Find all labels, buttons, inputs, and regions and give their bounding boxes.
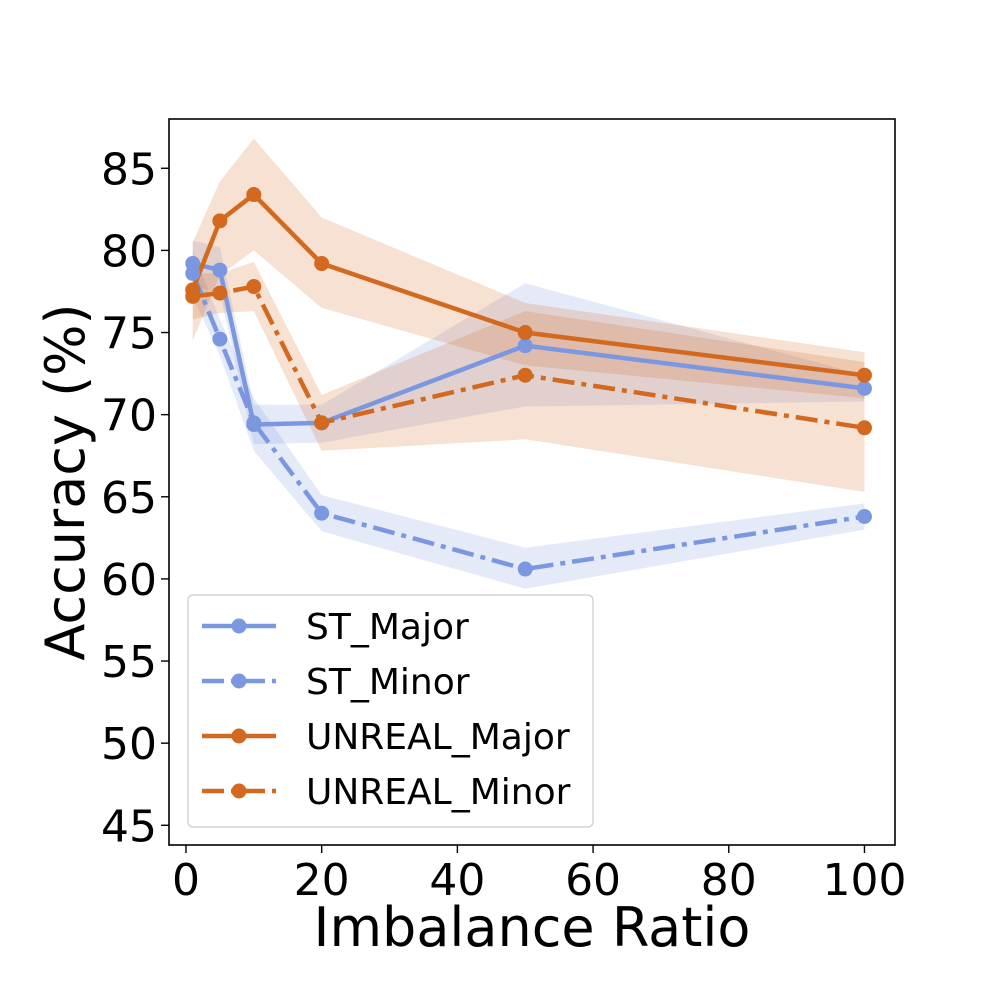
x-tick-label: 100 bbox=[822, 855, 906, 906]
plot-frame bbox=[168, 118, 896, 846]
x-tick-label: 80 bbox=[701, 855, 757, 906]
y-tick-label: 45 bbox=[101, 801, 157, 852]
point-st-major bbox=[856, 380, 872, 396]
point-unreal-minor bbox=[517, 367, 533, 383]
line-unreal-major bbox=[190, 192, 865, 378]
legend-label: UNREAL_Major bbox=[306, 717, 570, 758]
legend-label: UNREAL_Minor bbox=[306, 772, 571, 813]
point-st-minor bbox=[314, 505, 330, 521]
legend-marker bbox=[231, 783, 247, 799]
y-tick-label: 55 bbox=[101, 637, 157, 688]
point-st-minor bbox=[517, 561, 533, 577]
legend-marker bbox=[231, 618, 247, 634]
point-unreal-major bbox=[314, 256, 330, 272]
x-tick-label: 60 bbox=[565, 855, 621, 906]
point-st-minor bbox=[246, 415, 262, 431]
legend: ST_Major ST_Minor UNREAL_Major UNREAL_Minor bbox=[187, 594, 594, 828]
point-unreal-minor bbox=[246, 279, 262, 295]
y-tick-label: 85 bbox=[101, 144, 157, 195]
x-tick-label: 40 bbox=[429, 855, 485, 906]
point-st-minor bbox=[185, 265, 201, 281]
y-tick-label: 80 bbox=[101, 226, 157, 277]
line-st-minor bbox=[190, 272, 865, 572]
x-tick-label: 0 bbox=[172, 855, 200, 906]
axes: 0 20 40 60 80 100 45 50 55 60 65 70 75 80 85 Imbalance … bbox=[34, 118, 906, 959]
point-unreal-major bbox=[212, 213, 228, 229]
point-unreal-minor bbox=[856, 420, 872, 436]
y-axis-label: Accuracy (%) bbox=[34, 303, 97, 660]
legend-marker bbox=[231, 673, 247, 689]
point-st-minor bbox=[856, 508, 872, 524]
y-tick-label: 75 bbox=[101, 309, 157, 360]
legend-marker bbox=[231, 728, 247, 744]
legend-label: ST_Minor bbox=[306, 662, 470, 703]
point-unreal-minor bbox=[212, 285, 228, 301]
x-axis-label: Imbalance Ratio bbox=[314, 896, 751, 959]
series-markers bbox=[185, 187, 872, 577]
x-tick-label: 20 bbox=[294, 855, 350, 906]
legend-box bbox=[187, 594, 594, 828]
point-unreal-minor bbox=[314, 415, 330, 431]
point-unreal-minor bbox=[185, 288, 201, 304]
band-unreal-major bbox=[192, 138, 865, 399]
point-st-minor bbox=[212, 331, 228, 347]
y-tick-label: 60 bbox=[101, 555, 157, 606]
line-unreal-minor bbox=[192, 284, 865, 431]
y-tick-label: 50 bbox=[101, 719, 157, 770]
y-tick-label: 70 bbox=[101, 391, 157, 442]
point-unreal-major bbox=[517, 325, 533, 341]
y-tick-label: 65 bbox=[101, 473, 157, 524]
legend-label: ST_Major bbox=[306, 607, 469, 648]
point-st-major bbox=[517, 338, 533, 354]
point-st-major bbox=[212, 262, 228, 278]
point-unreal-major bbox=[856, 367, 872, 383]
point-unreal-major bbox=[246, 187, 262, 203]
